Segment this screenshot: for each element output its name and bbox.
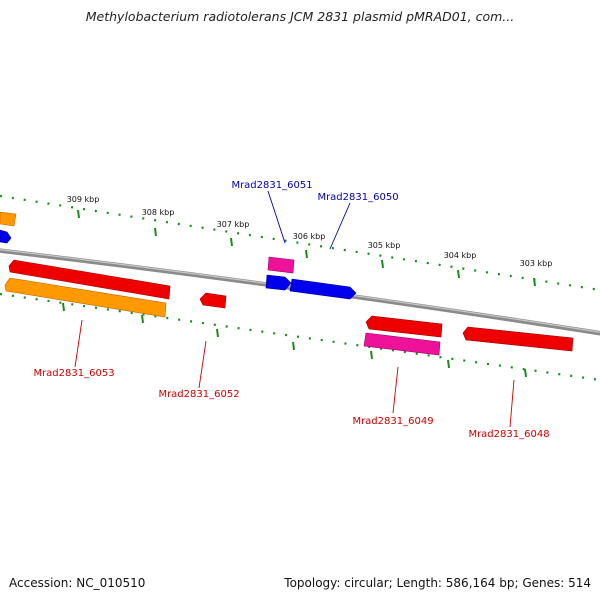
tick-mark <box>62 302 65 312</box>
leader-6051 <box>267 190 286 244</box>
tick-mark <box>230 237 233 247</box>
tick-mark <box>216 328 219 338</box>
gene-label-6051[interactable]: Mrad2831_6051 <box>231 180 312 191</box>
gene-mrad2831-6048[interactable] <box>462 326 574 352</box>
gene-mrad2831-6052[interactable] <box>199 292 227 309</box>
gene-label-6050[interactable]: Mrad2831_6050 <box>317 192 398 203</box>
leader-6053 <box>74 319 83 368</box>
gene-label-6048[interactable]: Mrad2831_6048 <box>468 429 549 440</box>
summary-text: Topology: circular; Length: 586,164 bp; … <box>284 576 591 590</box>
gene-label-6053[interactable]: Mrad2831_6053 <box>33 368 114 379</box>
tick-mark <box>533 277 536 287</box>
gene-label-6049[interactable]: Mrad2831_6049 <box>352 416 433 427</box>
tick-mark <box>154 227 157 237</box>
tick-mark <box>305 249 308 259</box>
tick-label-304: 304 kbp <box>444 251 477 260</box>
gene-cds-orange-edge[interactable] <box>0 211 17 227</box>
accession-text: Accession: NC_010510 <box>9 576 146 590</box>
tick-label-307: 307 kbp <box>217 220 250 229</box>
tick-mark <box>141 314 144 324</box>
tick-label-303: 303 kbp <box>520 259 553 268</box>
inner-tick-track <box>0 292 600 382</box>
forward-strand-genes <box>0 211 357 300</box>
tick-mark <box>381 259 384 269</box>
gene-label-6052[interactable]: Mrad2831_6052 <box>158 389 239 400</box>
leader-6052 <box>198 340 207 389</box>
gene-cds-red-long[interactable] <box>8 259 171 300</box>
leader-lines <box>74 190 515 428</box>
tick-label-309: 309 kbp <box>67 195 100 204</box>
tick-label-305: 305 kbp <box>368 241 401 250</box>
tick-mark <box>447 359 450 369</box>
tick-mark <box>457 269 460 279</box>
leader-6049 <box>392 366 399 414</box>
reverse-strand-genes <box>4 259 574 356</box>
leader-6050 <box>329 202 351 250</box>
gene-labels: Mrad2831_6051 Mrad2831_6050 Mrad2831_605… <box>33 180 549 440</box>
tick-label-306: 306 kbp <box>293 232 326 241</box>
gene-cds-blue-edge[interactable] <box>0 229 12 244</box>
gene-mrad2831-6049[interactable] <box>363 332 441 356</box>
gene-mrad2831-6050[interactable] <box>289 278 357 300</box>
tick-mark <box>292 341 295 351</box>
tick-mark <box>524 368 527 378</box>
tick-mark <box>77 209 80 219</box>
tick-label-308: 308 kbp <box>142 208 175 217</box>
gene-mrad2831-6053[interactable] <box>4 277 167 318</box>
tick-mark <box>370 350 373 360</box>
leader-6048 <box>509 379 515 428</box>
gene-cds-blue-small[interactable] <box>265 274 292 291</box>
map-title: Methylobacterium radiotolerans JCM 2831 … <box>85 9 515 24</box>
outer-tick-track <box>0 194 600 292</box>
inner-dots <box>0 292 600 382</box>
gene-mrad2831-6051[interactable] <box>267 256 295 274</box>
tick-labels: 309 kbp 308 kbp 307 kbp 306 kbp 305 kbp … <box>67 195 553 268</box>
gene-mrad2831-6049-top[interactable] <box>365 315 443 338</box>
